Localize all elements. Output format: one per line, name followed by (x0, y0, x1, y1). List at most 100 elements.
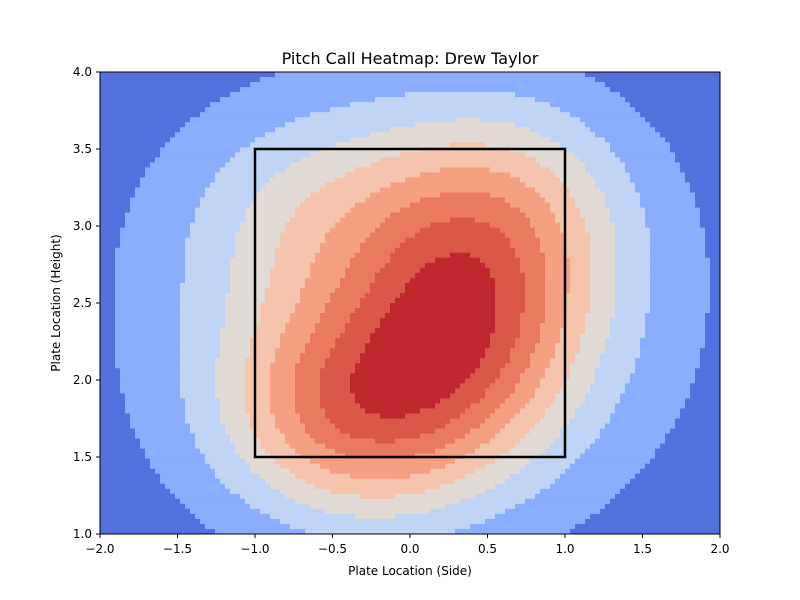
heatmap-cell (450, 72, 456, 78)
heatmap-cell (260, 72, 266, 78)
heatmap-cell (130, 87, 136, 93)
heatmap-cell (225, 72, 231, 78)
heatmap-cell (185, 102, 191, 108)
heatmap-cell (320, 212, 326, 219)
heatmap-cell (330, 117, 336, 123)
heatmap-cell (430, 267, 436, 274)
heatmap-cell (385, 237, 391, 244)
heatmap-cell (290, 202, 296, 209)
heatmap-cell (530, 217, 536, 224)
heatmap-cell (590, 97, 596, 103)
heatmap-cell (445, 82, 451, 88)
heatmap-cell (525, 222, 531, 229)
heatmap-cell (415, 262, 421, 269)
heatmap-cell (425, 172, 431, 179)
heatmap-cell (670, 227, 676, 234)
heatmap-cell (435, 82, 441, 88)
heatmap-cell (485, 252, 491, 259)
heatmap-cell (455, 107, 461, 113)
heatmap-cell (165, 142, 171, 148)
heatmap-cell (240, 247, 246, 254)
heatmap-cell (180, 262, 186, 269)
heatmap-cell (655, 202, 661, 209)
heatmap-cell (125, 72, 131, 78)
heatmap-cell (680, 222, 686, 229)
heatmap-cell (650, 167, 656, 174)
heatmap-cell (670, 157, 676, 163)
heatmap-cell (365, 97, 371, 103)
heatmap-cell (320, 132, 326, 138)
heatmap-cell (445, 172, 451, 179)
heatmap-cell (305, 152, 311, 158)
heatmap-cell (105, 167, 111, 174)
heatmap-cell (540, 197, 546, 204)
heatmap-cell (100, 107, 106, 113)
heatmap-cell (135, 252, 141, 259)
heatmap-cell (620, 152, 626, 158)
heatmap-cell (515, 257, 521, 264)
heatmap-cell (580, 187, 586, 194)
heatmap-cell (345, 127, 351, 133)
heatmap-cell (100, 162, 106, 169)
heatmap-cell (180, 122, 186, 128)
heatmap-cell (395, 262, 401, 269)
heatmap-cell (195, 232, 201, 239)
heatmap-cell (120, 222, 126, 229)
heatmap-cell (340, 102, 346, 108)
heatmap-cell (440, 122, 446, 128)
heatmap-cell (390, 207, 396, 214)
heatmap-cell (310, 212, 316, 219)
heatmap-cell (440, 157, 446, 163)
heatmap-cell (500, 122, 506, 128)
heatmap-cell (185, 267, 191, 274)
heatmap-cell (400, 157, 406, 163)
heatmap-cell (170, 122, 176, 128)
heatmap-cell (280, 87, 286, 93)
heatmap-cell (445, 127, 451, 133)
heatmap-cell (685, 87, 691, 93)
heatmap-cell (480, 112, 486, 118)
heatmap-cell (660, 137, 666, 143)
heatmap-cell (245, 177, 251, 184)
heatmap-cell (350, 197, 356, 204)
heatmap-cell (345, 187, 351, 194)
heatmap-cell (555, 182, 561, 189)
heatmap-cell (340, 197, 346, 204)
heatmap-cell (360, 237, 366, 244)
heatmap-cell (635, 242, 641, 249)
heatmap-cell (505, 77, 511, 83)
heatmap-cell (360, 77, 366, 83)
heatmap-cell (145, 92, 151, 98)
heatmap-cell (170, 97, 176, 103)
heatmap-cell (630, 127, 636, 133)
heatmap-cell (655, 192, 661, 199)
heatmap-cell (500, 102, 506, 108)
heatmap-cell (340, 112, 346, 118)
heatmap-cell (700, 227, 706, 234)
heatmap-cell (260, 257, 266, 264)
heatmap-cell (285, 267, 291, 274)
heatmap-cell (500, 222, 506, 229)
heatmap-cell (405, 202, 411, 209)
heatmap-cell (580, 182, 586, 189)
heatmap-cell (245, 272, 251, 279)
heatmap-cell (385, 117, 391, 123)
heatmap-cell (650, 172, 656, 179)
heatmap-cell (395, 197, 401, 204)
heatmap-cell (205, 107, 211, 113)
heatmap-cell (350, 137, 356, 143)
heatmap-cell (545, 132, 551, 138)
heatmap-cell (675, 87, 681, 93)
heatmap-cell (380, 242, 386, 249)
heatmap-cell (450, 112, 456, 118)
heatmap-cell (460, 172, 466, 179)
heatmap-cell (680, 177, 686, 184)
heatmap-cell (235, 127, 241, 133)
heatmap-cell (145, 212, 151, 219)
heatmap-cell (220, 242, 226, 249)
heatmap-cell (495, 117, 501, 123)
heatmap-cell (495, 157, 501, 163)
heatmap-cell (290, 157, 296, 163)
heatmap-cell (565, 207, 571, 214)
heatmap-cell (165, 247, 171, 254)
